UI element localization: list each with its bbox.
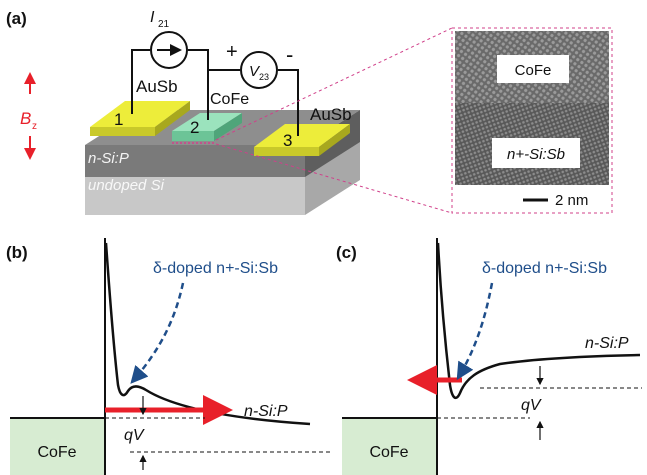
semi-label-b: n-Si:P	[244, 403, 288, 420]
contact-3-front	[254, 147, 319, 156]
scale-bar-label: 2 nm	[555, 192, 588, 209]
metal-label-c: CoFe	[369, 444, 408, 461]
voltmeter-icon	[240, 51, 278, 89]
nsip-front	[85, 145, 305, 177]
cofe-strip-front	[172, 131, 214, 141]
field-down-arrow-icon	[24, 148, 36, 160]
device-schematic: I 21 V 23 + - AuSb CoFe AuSb 1 2 3 n-Si:…	[20, 9, 360, 215]
contact-left-material: AuSb	[136, 77, 178, 96]
metal-label-b: CoFe	[37, 444, 76, 461]
contact-1-front	[90, 127, 155, 136]
current-subscript: 21	[158, 19, 170, 30]
field-subscript: z	[32, 121, 37, 132]
tem-frame	[451, 27, 613, 214]
cofe-strip-top	[172, 113, 242, 131]
doping-pointer-c-icon	[456, 282, 494, 381]
tem-bottom-label: n+-Si:Sb	[507, 146, 565, 163]
field-up-arrow-icon	[24, 72, 36, 84]
voltage-subscript: 23	[259, 72, 269, 82]
middle-material: CoFe	[210, 91, 249, 108]
voltage-label: V	[249, 63, 261, 80]
undoped-si-side	[305, 140, 360, 215]
field-label: B	[20, 109, 31, 128]
tem-top-label: CoFe	[515, 62, 552, 79]
tem-image: CoFe n+-Si:Sb 2 nm	[451, 27, 613, 214]
panel-label-a: (a)	[6, 9, 27, 28]
qv-label-c: qV	[521, 397, 542, 414]
layer-bottom-label: undoped Si	[88, 177, 165, 194]
contact-3-top	[254, 124, 350, 147]
voltage-plus: +	[226, 41, 238, 63]
metal-region-b	[10, 418, 105, 475]
metal-region-c	[342, 418, 437, 475]
undoped-si-front	[85, 175, 305, 215]
contact-right-material: AuSb	[310, 105, 352, 124]
doping-label-c: δ-doped n+-Si:Sb	[482, 260, 607, 277]
current-label: I	[150, 9, 155, 26]
conduction-band-c	[436, 242, 641, 400]
panel-label-b: (b)	[6, 243, 28, 262]
doping-label-b: δ-doped n+-Si:Sb	[153, 260, 278, 277]
contact-1-label: 1	[114, 110, 123, 129]
zoom-connector-top	[215, 27, 453, 141]
band-diagram-b: CoFe qV n-Si:P δ-doped n+-Si:Sb	[10, 238, 330, 475]
voltage-minus: -	[286, 42, 293, 67]
wire-contact-1	[131, 49, 150, 114]
doping-pointer-b-icon	[130, 282, 185, 384]
contact-1-top	[90, 101, 190, 127]
panel-label-c: (c)	[336, 243, 357, 262]
layer-top-label: n-Si:P	[88, 150, 129, 167]
wire-contact-2	[188, 49, 209, 120]
semi-label-c: n-Si:P	[585, 335, 629, 352]
band-diagram-c: CoFe qV n-Si:P δ-doped n+-Si:Sb	[342, 238, 642, 475]
contact-2-label: 2	[190, 118, 199, 137]
wire-contact-3	[278, 69, 299, 136]
qv-label-b: qV	[124, 427, 145, 444]
contact-3-label: 3	[283, 131, 292, 150]
zoom-connector-bottom	[215, 143, 453, 214]
